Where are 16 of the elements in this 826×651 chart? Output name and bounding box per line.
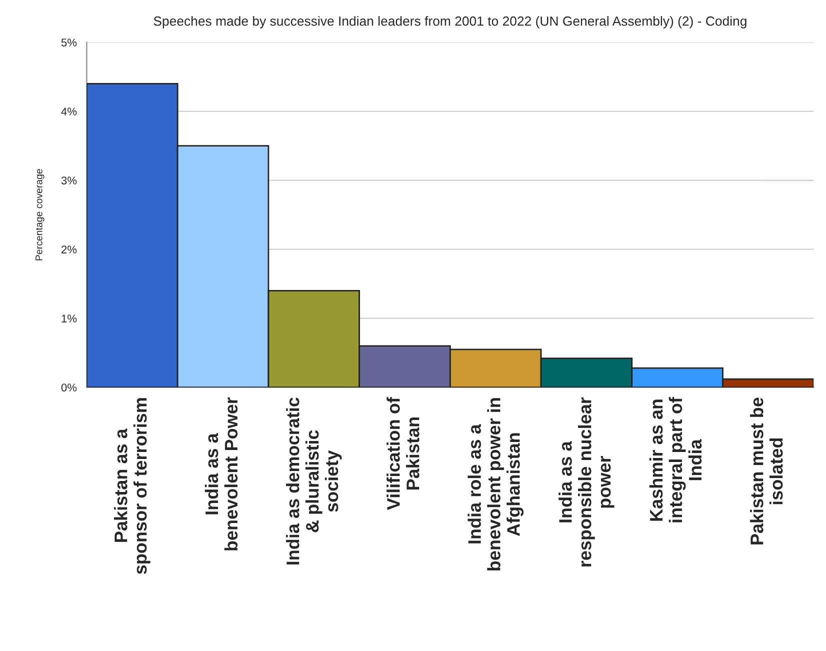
y-tick-label: 2% [62,246,77,254]
x-tick-label: India role as a benevolent power in Afghanistan [468,398,524,570]
y-tick-label: 5% [61,38,77,46]
y-tick-label: 4% [61,108,77,116]
chart-title: Speeches made by successive Indian leaders from 2001 to 2022 (UN General Assembly) (2) - Coding [154,16,746,28]
x-tick-label: India as a benevolent Power [204,397,238,550]
y-tick-label: 3% [61,176,77,184]
x-tick-label: India as democratic & pluralistic society [286,398,342,564]
x-tick-label: Kashmir as an integral part of India [649,397,702,522]
y-tick-label: 0% [61,384,77,392]
x-tick-label: India as a responsible nuclear power [558,397,614,566]
y-tick-label: 1% [62,314,77,322]
y-axis-title: Percentage coverage [36,169,44,260]
x-tick-label: Pakistan as a sponsor of terrorism [114,398,150,574]
x-tick-label: Vilification of Pakistan [386,397,420,510]
x-tick-label: Pakistan must be isolated [750,398,783,544]
